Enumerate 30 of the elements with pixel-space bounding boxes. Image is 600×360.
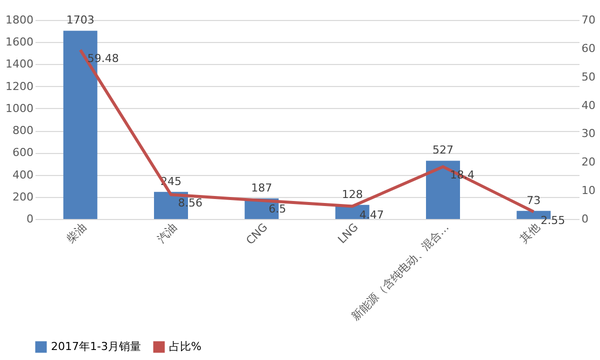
y-tick-label: 1000 [6, 102, 34, 115]
y-tick-label: 1800 [6, 14, 34, 26]
y2-tick-label: 50 [582, 70, 596, 84]
y-tick-label: 1400 [6, 58, 34, 71]
data-label: 2.55 [540, 214, 566, 227]
x-tick-label: 其他 [517, 220, 542, 246]
data-label: 187 [251, 181, 272, 194]
x-tick-label: 汽油 [154, 220, 180, 246]
y2-tick-label: 30 [582, 127, 596, 140]
y2-tick-label: 60 [582, 42, 596, 55]
y-tick-label: 600 [12, 146, 34, 160]
y-tick-label: 400 [12, 168, 34, 182]
data-label: 73 [526, 194, 541, 207]
data-label: 1703 [66, 14, 94, 27]
legend-label: 占比% [169, 340, 202, 353]
legend-label: 2017年1-3月销量 [51, 340, 141, 353]
data-label: 527 [432, 144, 454, 157]
y2-tick-label: 20 [582, 156, 596, 169]
x-tick-label: 柴油 [64, 220, 89, 246]
y-tick-label: 1200 [6, 80, 34, 93]
y-tick-label: 800 [12, 124, 34, 138]
y-tick-label: 0 [26, 212, 34, 226]
y2-tick-label: 40 [582, 98, 596, 112]
y-tick-label: 1600 [6, 36, 34, 49]
y2-tick-label: 70 [582, 14, 596, 26]
y-tick-label: 200 [12, 190, 34, 204]
y2-tick-label: 0 [582, 212, 588, 226]
data-label: 128 [342, 188, 363, 201]
y2-tick-label: 10 [582, 184, 596, 198]
data-label: 18.4 [450, 168, 474, 182]
